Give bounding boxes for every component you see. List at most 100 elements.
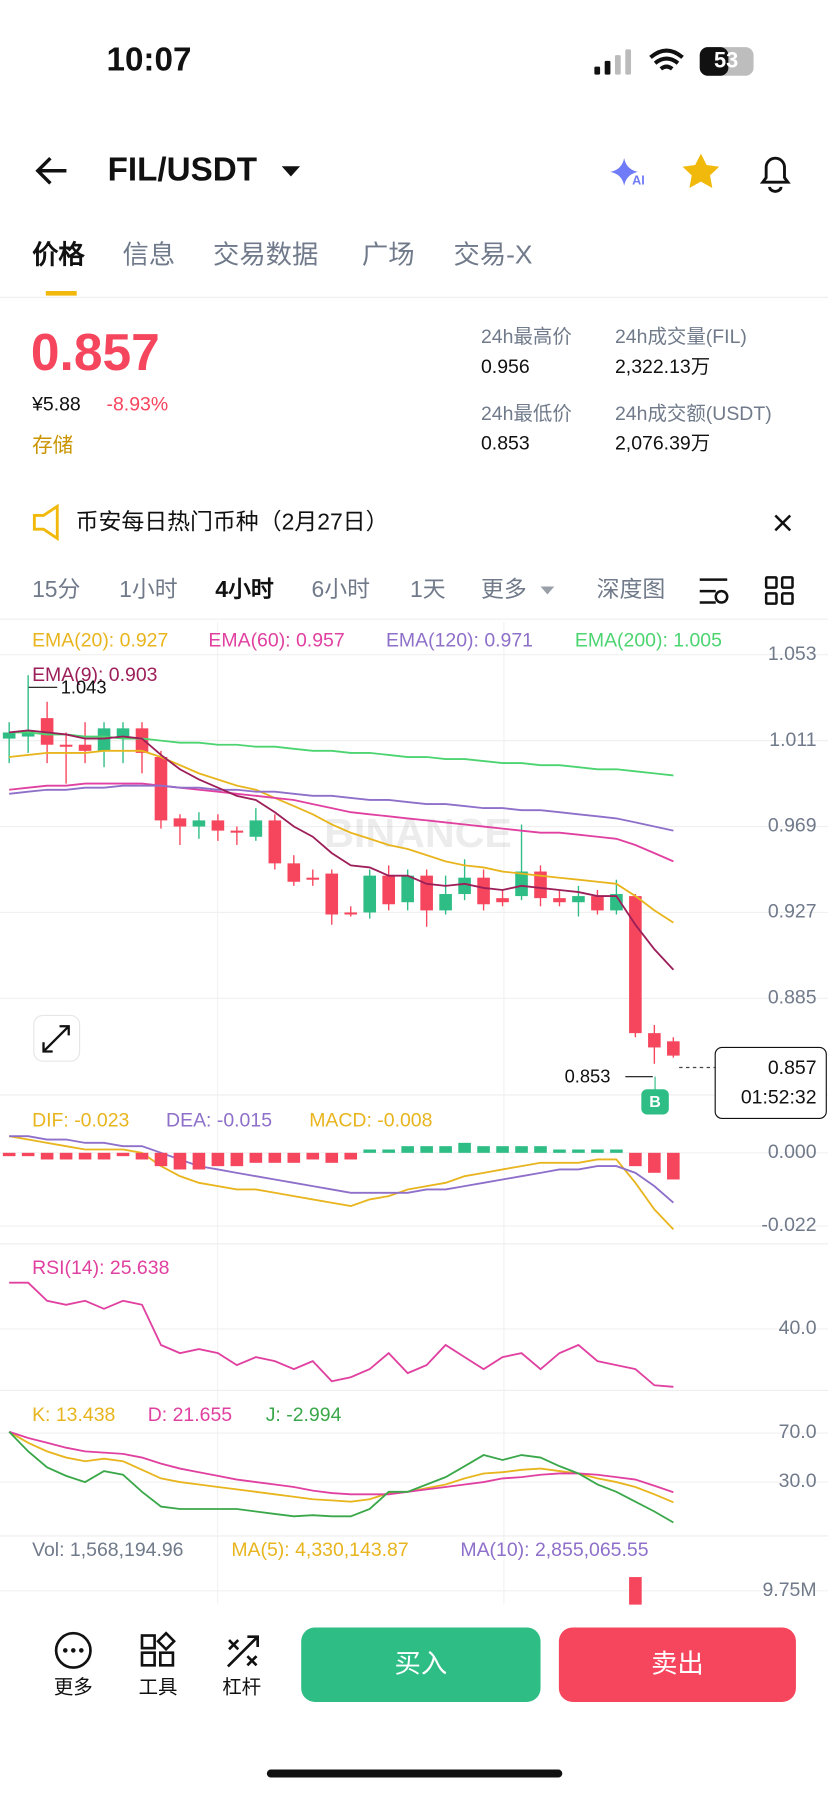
histogram-bar xyxy=(572,1149,585,1153)
y-tick-label: 40.0 xyxy=(779,1317,817,1339)
candle-body xyxy=(192,820,206,827)
sector-tag[interactable]: 存储 xyxy=(32,434,73,457)
ai-icon[interactable] xyxy=(610,158,638,186)
histogram-bar xyxy=(21,1152,35,1157)
candle-body xyxy=(382,875,395,905)
histogram-bar xyxy=(192,1152,206,1170)
candle-body xyxy=(173,818,187,827)
announcement-icon xyxy=(32,503,59,542)
candle-body xyxy=(59,744,73,747)
interval[interactable]: 6小时 xyxy=(312,576,371,602)
pair-title[interactable]: FIL/USDT xyxy=(108,152,257,189)
tab[interactable]: 价格 xyxy=(32,240,85,270)
price-box-value: 0.857 xyxy=(768,1057,817,1079)
bell-icon[interactable] xyxy=(759,156,791,193)
expand-icon xyxy=(42,1025,70,1053)
stat-value: 2,322.13万 xyxy=(615,356,710,378)
histogram-bar xyxy=(230,1152,244,1167)
tool-leverage[interactable] xyxy=(226,1635,259,1668)
legend-entry: K: 13.438 xyxy=(32,1404,115,1426)
legend-entry: RSI(14): 25.638 xyxy=(32,1257,169,1279)
indicator-line xyxy=(9,1135,675,1231)
candle-body xyxy=(420,875,433,911)
tool-more[interactable] xyxy=(54,1631,92,1669)
histogram-bar xyxy=(363,1149,377,1153)
pair-dropdown[interactable] xyxy=(281,166,301,177)
y-tick-label: 0.000 xyxy=(768,1141,817,1163)
histogram-bar xyxy=(78,1152,92,1160)
close-announcement[interactable] xyxy=(774,514,792,532)
interval[interactable]: 1天 xyxy=(410,576,446,602)
low-label: 0.853 xyxy=(565,1066,611,1087)
histogram-bar xyxy=(287,1152,301,1163)
tool-tools[interactable] xyxy=(140,1631,176,1667)
ai-icon-label: AI xyxy=(632,173,645,187)
buy-label: 买入 xyxy=(395,1648,448,1678)
grid xyxy=(0,622,828,1604)
histogram-bar xyxy=(553,1149,566,1153)
histogram-bar xyxy=(610,1149,623,1153)
layout-button[interactable] xyxy=(764,576,794,605)
legend-entry: MA(10): 2,855,065.55 xyxy=(460,1539,648,1561)
battery-level xyxy=(699,47,729,76)
y-tick-label: 1.053 xyxy=(768,643,817,665)
stat-label: 24h成交量(FIL) xyxy=(615,326,747,348)
divider xyxy=(0,618,828,620)
signal-icon xyxy=(594,49,632,75)
candle-body xyxy=(306,877,320,880)
indicator-line xyxy=(9,784,674,832)
histogram-bar xyxy=(382,1149,395,1153)
histogram-bar xyxy=(116,1152,130,1157)
sell-button[interactable] xyxy=(558,1627,796,1702)
price-box xyxy=(714,1046,827,1120)
indicator-line xyxy=(9,782,674,863)
candle-body xyxy=(116,728,130,739)
candle-body xyxy=(591,896,604,911)
interval[interactable]: 深度图 xyxy=(597,576,666,602)
y-tick-label: 30.0 xyxy=(779,1470,817,1492)
histogram-bar xyxy=(667,1152,680,1180)
histogram-bar xyxy=(325,1152,339,1163)
tab[interactable]: 广场 xyxy=(362,240,415,270)
candle-body xyxy=(572,896,585,903)
indicator-settings[interactable] xyxy=(699,578,729,604)
buy-button[interactable] xyxy=(301,1627,541,1702)
histogram-bar xyxy=(591,1149,604,1153)
candle-body xyxy=(21,730,35,737)
tab[interactable]: 交易-X xyxy=(454,240,533,270)
tab[interactable]: 交易数据 xyxy=(213,240,318,270)
tab[interactable]: 信息 xyxy=(123,240,176,270)
histogram-bar xyxy=(629,1152,642,1167)
histogram-bar xyxy=(458,1142,471,1153)
legend-entry: Vol: 1,568,194.96 xyxy=(32,1539,183,1561)
interval[interactable]: 1小时 xyxy=(119,576,178,602)
candle-body xyxy=(629,896,642,1034)
announcement[interactable]: 币安每日热门币种（2月27日） xyxy=(76,509,389,535)
legend-entry: MA(5): 4,330,143.87 xyxy=(231,1539,408,1561)
legend-entry: DEA: -0.015 xyxy=(166,1109,272,1131)
interval[interactable]: 4小时 xyxy=(215,576,274,602)
y-tick-label: 0.969 xyxy=(768,815,817,837)
y-tick-label: 1.011 xyxy=(769,729,816,751)
candle-body xyxy=(97,728,111,751)
divider xyxy=(0,296,828,298)
legend-entry: DIF: -0.023 xyxy=(32,1109,129,1131)
more-dropdown[interactable] xyxy=(540,586,555,595)
high-label: 1.043 xyxy=(61,676,107,697)
candle-body xyxy=(401,875,414,903)
interval[interactable]: 更多 xyxy=(481,576,527,602)
favorite-star[interactable] xyxy=(682,153,720,188)
back-button[interactable] xyxy=(35,156,67,185)
histogram-bar xyxy=(477,1146,490,1153)
candle-body xyxy=(325,873,339,915)
toolbar-label: 工具 xyxy=(139,1676,178,1698)
candle-body xyxy=(2,732,16,739)
candle-body xyxy=(648,1033,661,1048)
battery-text: 53 xyxy=(714,48,738,73)
histogram-bar xyxy=(439,1146,452,1153)
trade-marker[interactable] xyxy=(641,1089,669,1115)
indicator-line xyxy=(9,749,674,924)
interval[interactable]: 15分 xyxy=(32,576,80,602)
histogram-bar xyxy=(420,1146,433,1153)
